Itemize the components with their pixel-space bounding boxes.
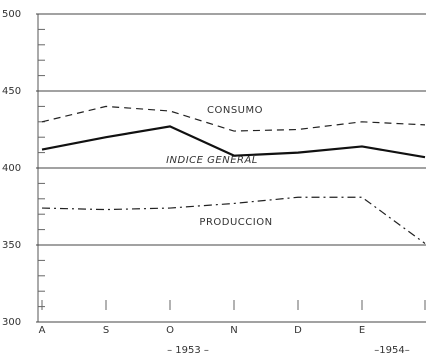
- series-label: CONSUMO: [207, 105, 263, 116]
- y-tick-label: 350: [2, 240, 21, 251]
- y-tick-label: 500: [2, 9, 21, 20]
- y-tick-label: 300: [2, 317, 21, 328]
- series-label: INDICE GENERAL: [166, 155, 258, 166]
- series-line: [41, 196, 426, 244]
- x-tick-label: E: [359, 325, 365, 336]
- year-label: – 1953 –: [167, 345, 209, 356]
- series-line: [41, 125, 426, 159]
- x-tick-label: N: [230, 325, 237, 336]
- y-tick-label: 400: [2, 163, 21, 174]
- x-tick-label: O: [166, 325, 174, 336]
- x-tick-label: A: [39, 325, 46, 336]
- y-tick-label: 450: [2, 86, 21, 97]
- x-tick-label: S: [103, 325, 109, 336]
- year-label: –1954–: [374, 345, 409, 356]
- series-label: PRODUCCION: [199, 217, 272, 228]
- x-tick-label: D: [294, 325, 302, 336]
- series-line: [41, 105, 426, 132]
